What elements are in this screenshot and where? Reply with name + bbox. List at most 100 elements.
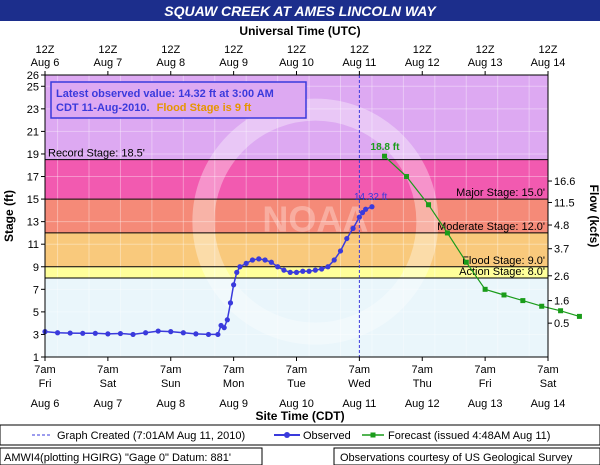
observed-point <box>312 267 318 273</box>
legend-forecast: Forecast (issued 4:48AM Aug 11) <box>388 430 550 442</box>
bottom-tick-date: Aug 14 <box>531 398 566 410</box>
top-tick-date: Aug 14 <box>531 57 566 69</box>
y-tick-label: 25 <box>27 81 39 93</box>
bottom-tick-dow: Sat <box>540 378 557 390</box>
y-tick-label: 1 <box>33 352 39 364</box>
y-tick-label: 13 <box>27 217 39 229</box>
y-tick-label: 19 <box>27 149 39 161</box>
chart-title: SQUAW CREEK AT AMES LINCOLN WAY <box>164 3 437 19</box>
y-tick-label: 7 <box>33 284 39 296</box>
bottom-tick-time: 7am <box>349 364 370 376</box>
observed-point <box>369 204 375 210</box>
top-tick-time: 12Z <box>224 44 243 56</box>
threshold-label: Flood Stage: 9.0' <box>462 255 545 267</box>
observed-point <box>227 300 234 306</box>
top-tick-date: Aug 9 <box>219 57 248 69</box>
observed-point <box>281 267 287 273</box>
observed-point <box>234 269 240 275</box>
observed-point <box>130 331 136 338</box>
observed-point <box>293 269 300 275</box>
stage-band-3 <box>45 199 548 233</box>
top-tick-date: Aug 13 <box>468 57 503 69</box>
observed-marker-icon <box>284 432 290 438</box>
forecast-point <box>520 298 526 304</box>
forecast-point <box>501 292 507 298</box>
observed-point <box>243 260 249 266</box>
series-group: 14.32 ft 18.8 ft <box>42 142 582 338</box>
forecast-point <box>576 313 582 319</box>
bottom-tick-dow: Wed <box>348 378 370 390</box>
forecast-point <box>426 202 432 208</box>
footer-right-box <box>333 447 600 465</box>
observed-point <box>224 317 230 323</box>
observed-point <box>268 259 274 265</box>
observed-point <box>287 269 293 275</box>
observed-point <box>344 235 350 242</box>
observed-point <box>319 266 325 272</box>
bottom-tick-dow: Fri <box>39 378 52 390</box>
watermark-center: NOAA <box>262 199 368 240</box>
forecast-point <box>558 308 564 314</box>
bottom-axis-title: Site Time (CDT) <box>255 409 344 423</box>
legend-observed: Observed <box>303 430 351 442</box>
bottom-tick-time: 7am <box>160 364 181 376</box>
bottom-tick-date: Aug 12 <box>405 398 440 410</box>
y-tick-label: 15 <box>27 194 39 206</box>
observed-point <box>300 268 306 274</box>
top-tick-time: 12Z <box>413 44 432 56</box>
bottom-tick-time: 7am <box>34 364 55 376</box>
observed-point <box>350 225 356 232</box>
threshold-lines: Record Stage: 18.5' Major Stage: 15.0' Mod… <box>45 75 548 357</box>
bottom-tick-date: Aug 7 <box>94 398 123 410</box>
stage-band-0 <box>45 278 548 357</box>
y-tick-label: 23 <box>27 104 39 116</box>
flow-tick-label: 2.6 <box>554 271 569 283</box>
y-tick-label: 26 <box>27 70 39 82</box>
bottom-tick-date: Aug 13 <box>468 398 503 410</box>
observed-point <box>337 248 344 254</box>
bottom-tick-date: Aug 6 <box>31 398 60 410</box>
bottom-tick-time: 7am <box>412 364 433 376</box>
observed-point <box>205 331 212 338</box>
bottom-tick-time: 7am <box>97 364 118 376</box>
observed-point <box>256 256 262 262</box>
flow-tick-label: 11.5 <box>554 197 575 209</box>
observed-point <box>168 329 174 335</box>
top-tick-date: Aug 10 <box>279 57 314 69</box>
y-tick-label: 5 <box>33 307 39 319</box>
latest-observation-date: CDT 11-Aug-2010. <box>56 102 150 114</box>
observed-point <box>275 264 281 270</box>
latest-observation-line2: CDT 11-Aug-2010. Flood Stage is 9 ft <box>56 102 252 114</box>
bottom-tick-time: 7am <box>223 364 244 376</box>
bottom-tick-dow: Mon <box>223 378 244 390</box>
observed-point <box>193 331 199 337</box>
observed-point <box>249 257 256 263</box>
observed-point <box>363 206 369 212</box>
observed-point <box>155 328 161 334</box>
observed-point <box>325 264 331 270</box>
bottom-tick-date: Aug 9 <box>219 398 248 410</box>
forecast-point <box>382 153 388 159</box>
threshold-label: Moderate Stage: 12.0' <box>437 221 545 233</box>
observed-point <box>356 214 362 220</box>
forecast-peak-label: 18.8 ft <box>371 142 401 153</box>
observed-point <box>92 330 98 336</box>
bottom-tick-dow: Sun <box>161 378 181 390</box>
observed-point <box>54 330 61 336</box>
observed-point <box>117 330 124 337</box>
flow-tick-label: 4.8 <box>554 220 569 232</box>
flow-tick-label: 0.5 <box>554 318 569 330</box>
observed-point <box>80 330 86 336</box>
bottom-tick-dow: Fri <box>479 378 492 390</box>
observed-point <box>237 264 243 270</box>
top-tick-date: Aug 6 <box>31 57 60 69</box>
bottom-tick-date: Aug 10 <box>279 398 314 410</box>
axes-group: 135791113151719212325260.51.62.63.74.811… <box>27 44 576 410</box>
y-tick-label: 3 <box>33 329 39 341</box>
top-tick-date: Aug 12 <box>405 57 440 69</box>
y-tick-label: 17 <box>27 172 39 184</box>
forecast-marker-icon <box>370 432 376 438</box>
y-tick-label: 11 <box>28 239 39 251</box>
top-tick-time: 12Z <box>476 44 495 56</box>
flow-tick-label: 16.6 <box>554 176 575 188</box>
